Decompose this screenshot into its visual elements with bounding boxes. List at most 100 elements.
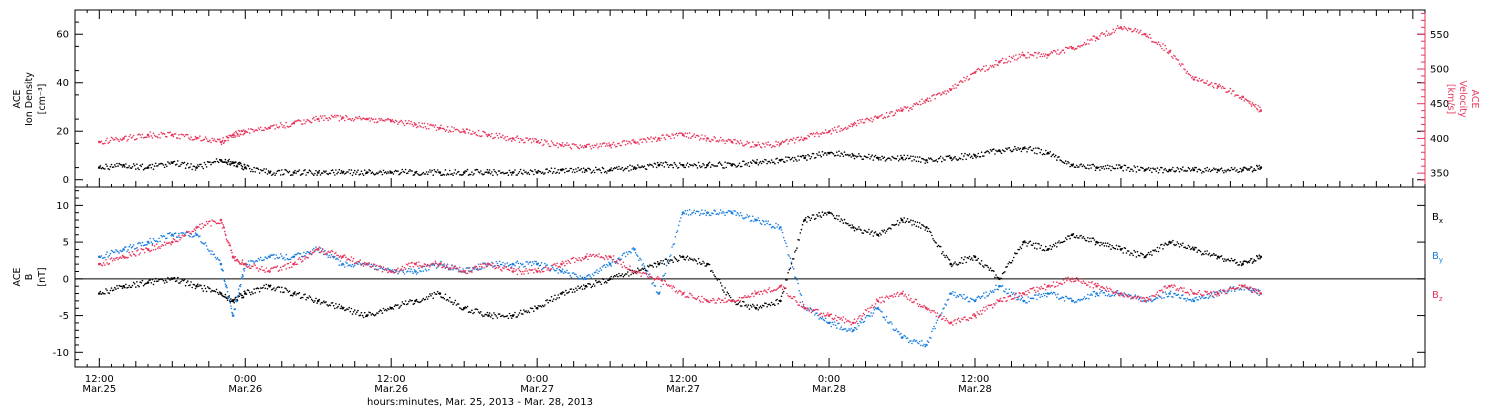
trace-dot (913, 338, 915, 341)
trace-dot (496, 134, 499, 137)
trace-dot (109, 258, 112, 260)
trace-dot (282, 126, 284, 129)
trace-dot (554, 167, 556, 170)
trace-dot (790, 158, 793, 160)
trace-dot (335, 258, 337, 261)
trace-dot (590, 277, 593, 279)
trace-dot (247, 165, 250, 167)
trace-dot (575, 143, 577, 146)
trace-dot (892, 328, 894, 331)
trace-dot (1249, 167, 1251, 170)
trace-dot (367, 314, 369, 316)
trace-dot (742, 217, 744, 219)
trace-dot (283, 291, 285, 293)
trace-dot (991, 64, 994, 67)
trace-dot (302, 172, 304, 175)
trace-dot (1007, 263, 1009, 265)
trace-dot (697, 295, 700, 298)
trace-dot (645, 273, 648, 276)
trace-dot (238, 135, 240, 137)
trace-dot (222, 277, 225, 280)
trace-dot (205, 290, 208, 293)
trace-dot (418, 122, 420, 124)
data-point (560, 270, 563, 273)
trace-dot (494, 170, 496, 173)
trace-dot (988, 269, 991, 271)
trace-dot (222, 142, 225, 144)
trace-dot (1187, 166, 1190, 169)
trace-dot (789, 257, 792, 260)
trace-dot (627, 253, 629, 256)
trace-dot (894, 112, 897, 114)
trace-dot (255, 167, 258, 169)
trace-dot (444, 293, 447, 296)
trace-dot (1159, 244, 1162, 246)
top-right-ylabel-1: ACE (1469, 90, 1480, 109)
trace-dot (818, 135, 820, 138)
trace-dot (603, 171, 606, 174)
trace-dot (424, 298, 427, 301)
data-point (231, 133, 235, 137)
trace-dot (202, 139, 205, 141)
trace-dot (610, 275, 612, 278)
trace-dot (769, 223, 772, 226)
trace-dot (1205, 296, 1207, 299)
trace-dot (1250, 103, 1252, 105)
data-point (1144, 255, 1147, 259)
trace-dot (537, 140, 540, 142)
trace-dot (447, 173, 450, 176)
data-point (1192, 168, 1196, 172)
trace-dot (377, 172, 379, 175)
trace-dot (924, 101, 926, 104)
trace-dot (1119, 245, 1121, 248)
trace-dot (895, 223, 898, 226)
trace-dot (138, 133, 140, 135)
trace-dot (858, 153, 860, 155)
trace-dot (518, 312, 521, 314)
trace-dot (1236, 169, 1238, 171)
trace-dot (325, 253, 327, 255)
trace-dot (531, 170, 534, 173)
trace-dot (1053, 155, 1056, 158)
trace-dot (421, 173, 424, 175)
trace-dot (831, 321, 834, 324)
trace-dot (281, 169, 283, 171)
trace-dot (648, 138, 650, 140)
trace-dot (642, 268, 645, 271)
data-point (973, 154, 977, 157)
trace-dot (1186, 297, 1189, 300)
trace-dot (1171, 55, 1173, 58)
trace-dot (138, 168, 140, 171)
series-by (98, 208, 1263, 348)
trace-dot (190, 232, 192, 235)
trace-dot (786, 245, 788, 248)
data-point (292, 255, 296, 259)
trace-dot (540, 172, 543, 175)
trace-dot (1183, 68, 1185, 70)
trace-dot (127, 286, 129, 289)
trace-dot (137, 249, 139, 251)
trace-dot (583, 171, 586, 173)
trace-dot (792, 160, 795, 162)
trace-dot (425, 171, 428, 173)
trace-dot (795, 158, 797, 161)
trace-dot (1056, 246, 1058, 248)
trace-dot (154, 135, 157, 138)
trace-dot (371, 312, 374, 315)
trace-dot (296, 263, 299, 266)
trace-dot (1090, 240, 1092, 243)
trace-dot (327, 256, 330, 259)
trace-dot (393, 305, 396, 308)
trace-dot (734, 139, 736, 141)
trace-dot (527, 171, 530, 174)
trace-dot (359, 117, 362, 120)
trace-dot (641, 141, 643, 144)
trace-dot (631, 271, 633, 274)
trace-dot (488, 169, 491, 171)
trace-dot (867, 231, 869, 233)
trace-dot (425, 296, 428, 298)
trace-dot (761, 219, 764, 222)
trace-dot (1098, 241, 1100, 244)
trace-dot (243, 132, 246, 135)
trace-dot (775, 140, 777, 143)
